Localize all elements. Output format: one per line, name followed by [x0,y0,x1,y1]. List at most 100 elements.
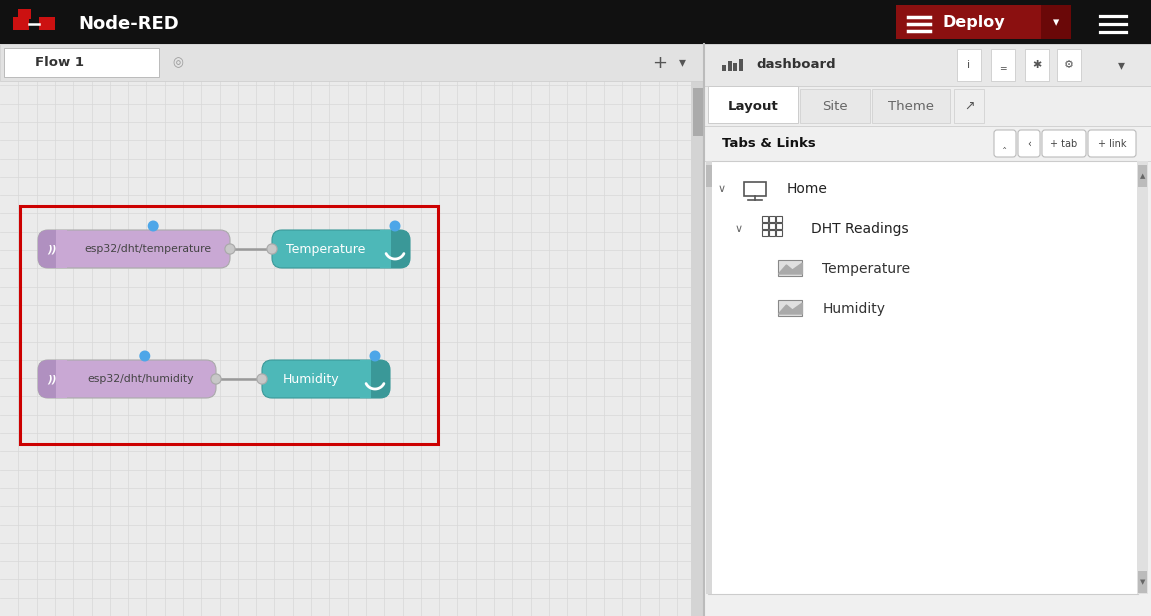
Bar [56,230,67,268]
Text: +: + [651,54,666,71]
Text: Home: Home [786,182,828,196]
Circle shape [268,245,276,253]
Bar [762,216,769,222]
Text: ‹: ‹ [1027,139,1031,148]
Text: ‸: ‸ [1004,139,1007,148]
Bar [777,216,783,222]
Text: ⚙: ⚙ [1064,60,1074,70]
Bar [745,182,767,196]
FancyBboxPatch shape [38,360,66,398]
Bar [704,44,1151,86]
FancyBboxPatch shape [360,360,390,398]
Bar [895,5,1041,39]
Text: Site: Site [823,100,848,113]
Polygon shape [778,263,802,274]
Bar [769,223,776,229]
Text: ▾: ▾ [1053,17,1059,30]
Bar [769,216,776,222]
Circle shape [258,375,266,383]
Bar [762,230,769,236]
Text: ▾: ▾ [679,55,686,70]
Circle shape [212,375,220,383]
Bar [0,0,1151,44]
Bar [956,49,981,81]
Bar [762,223,769,229]
Bar [739,59,742,71]
Bar [954,89,984,123]
Circle shape [140,351,150,361]
FancyBboxPatch shape [380,230,410,268]
Bar [778,260,802,276]
Text: Tabs & Links: Tabs & Links [723,137,816,150]
Bar [707,161,712,594]
Bar [872,89,951,123]
Bar [1057,49,1081,81]
Text: ✱: ✱ [1032,60,1042,70]
Bar [704,126,1151,161]
Bar [0,81,704,616]
Text: dashboard: dashboard [756,59,836,71]
Text: + link: + link [1098,139,1126,148]
Polygon shape [778,303,802,314]
FancyBboxPatch shape [38,360,216,398]
Text: Temperature: Temperature [823,262,910,276]
Bar [13,17,29,30]
Bar [777,230,783,236]
Bar [704,86,1151,126]
Bar [380,230,391,268]
Text: ∨: ∨ [734,224,742,234]
Bar [704,44,1151,616]
Bar [727,61,732,71]
Text: ▼: ▼ [1139,579,1145,585]
Text: DHT Readings: DHT Readings [811,222,909,236]
Text: ◎: ◎ [173,56,183,69]
Bar [991,49,1015,81]
Text: ▾: ▾ [1118,58,1125,72]
Circle shape [224,244,235,254]
Text: Flow 1: Flow 1 [35,56,84,69]
Bar [3,48,159,77]
Bar [360,360,371,398]
FancyBboxPatch shape [1042,130,1087,157]
Bar [769,230,776,236]
Bar [733,63,738,71]
FancyBboxPatch shape [38,230,66,268]
Bar [0,44,704,81]
Bar [778,300,802,316]
Bar [56,360,67,398]
Text: ▲: ▲ [1139,173,1145,179]
Bar [777,223,783,229]
Circle shape [257,374,267,384]
Bar [18,9,31,19]
Text: )): )) [47,244,56,254]
Text: i: i [968,60,970,70]
Text: Temperature: Temperature [287,243,366,256]
Bar [1041,5,1070,39]
FancyBboxPatch shape [994,130,1016,157]
Circle shape [371,351,380,361]
Bar [692,81,704,616]
Text: ‗: ‗ [1000,60,1006,70]
Text: Deploy: Deploy [943,15,1005,31]
Circle shape [211,374,221,384]
Circle shape [227,245,234,253]
Text: Humidity: Humidity [283,373,340,386]
FancyBboxPatch shape [1017,130,1041,157]
Bar [708,86,799,123]
Bar [20,206,439,444]
Text: esp32/dht/humidity: esp32/dht/humidity [87,374,195,384]
FancyBboxPatch shape [1088,130,1136,157]
Bar [39,17,55,30]
FancyBboxPatch shape [38,230,230,268]
Circle shape [390,221,399,231]
Bar [1137,161,1148,594]
Bar [1138,571,1148,593]
Bar [1138,165,1148,187]
Text: Layout: Layout [729,100,779,113]
Text: ↗: ↗ [965,100,975,113]
Bar [800,89,870,123]
Text: Theme: Theme [889,100,935,113]
Text: Node-RED: Node-RED [78,15,178,33]
FancyBboxPatch shape [262,360,390,398]
Text: esp32/dht/temperature: esp32/dht/temperature [84,244,212,254]
